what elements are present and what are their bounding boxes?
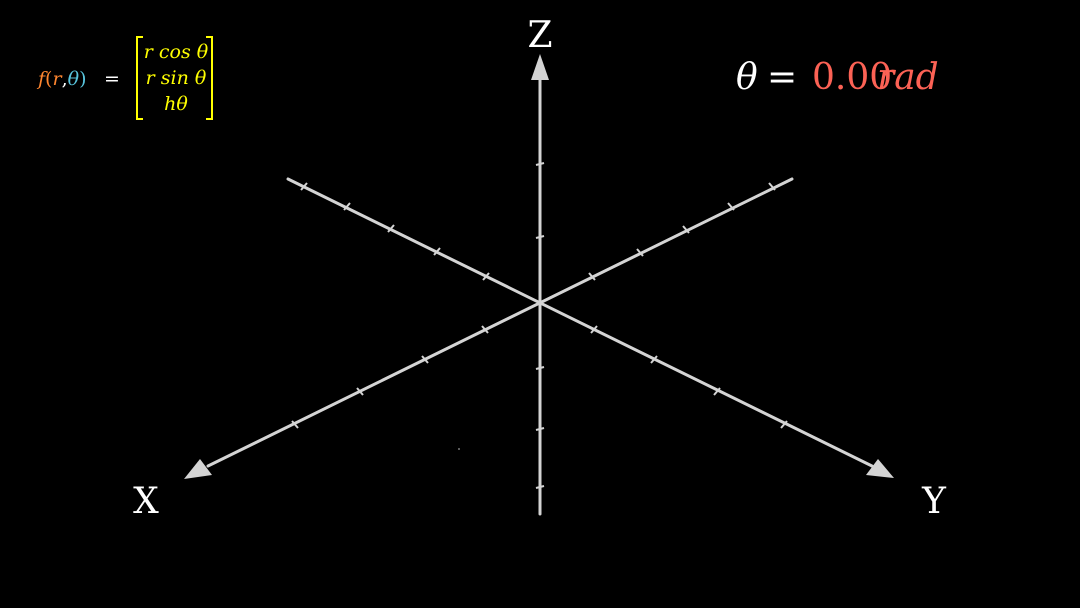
- x-axis: [184, 177, 794, 479]
- z-tick: [535, 427, 545, 431]
- matrix-left-bracket: [136, 36, 143, 120]
- x-axis-label: X: [133, 481, 159, 522]
- formula-equals: =: [104, 68, 120, 90]
- x-tick: [421, 355, 429, 364]
- z-axis: [531, 54, 549, 516]
- theta-symbol: θ: [736, 57, 758, 98]
- matrix-row-1: r cos θ: [144, 41, 209, 63]
- z-tick: [535, 162, 545, 166]
- z-axis-ticks: [535, 162, 545, 489]
- x-tick: [727, 202, 735, 211]
- y-axis: [286, 177, 894, 478]
- x-tick: [768, 182, 776, 191]
- matrix-right-bracket: [206, 36, 213, 120]
- y-tick: [343, 202, 351, 211]
- formula-arg-r: r: [52, 68, 63, 90]
- matrix-row-2: r sin θ: [146, 67, 207, 89]
- x-tick: [356, 387, 364, 396]
- y-tick: [780, 420, 788, 429]
- y-tick: [387, 224, 395, 233]
- z-tick: [535, 235, 545, 239]
- theta-value: 0.00: [812, 57, 892, 98]
- y-axis-arrowhead: [866, 459, 894, 478]
- z-tick: [535, 366, 545, 370]
- theta-equals: =: [767, 57, 797, 98]
- x-axis-line: [206, 177, 794, 468]
- stray-dot: [458, 448, 460, 450]
- y-tick: [433, 247, 441, 256]
- y-tick: [482, 272, 490, 281]
- formula-comma: ,: [62, 68, 68, 90]
- theta-unit: rad: [877, 57, 939, 98]
- x-tick: [481, 325, 489, 334]
- x-axis-ticks: [291, 182, 776, 429]
- y-axis-label: Y: [921, 481, 947, 522]
- x-tick: [636, 248, 644, 257]
- formula-arg-theta: θ: [68, 68, 80, 90]
- formula-lhs: f(r,θ): [36, 68, 86, 90]
- formula-open-paren: (: [45, 68, 52, 90]
- angle-readout: θ = 0.00 rad: [736, 57, 939, 98]
- formula-close-paren: ): [79, 68, 86, 90]
- y-axis-line: [286, 177, 874, 468]
- matrix-row-3: hθ: [164, 93, 188, 115]
- z-tick: [535, 485, 545, 489]
- y-tick: [650, 355, 658, 364]
- y-tick: [713, 387, 721, 396]
- x-axis-arrowhead: [184, 459, 212, 479]
- x-tick: [588, 272, 596, 281]
- y-tick: [590, 325, 598, 334]
- x-tick: [291, 420, 299, 429]
- z-axis-label: Z: [527, 15, 552, 56]
- parametric-formula: f(r,θ) = r cos θ r sin θ hθ: [36, 36, 213, 120]
- formula-func: f: [36, 68, 48, 90]
- y-axis-ticks: [300, 182, 788, 429]
- x-tick: [682, 225, 690, 234]
- y-tick: [300, 182, 308, 191]
- z-axis-arrowhead: [531, 54, 549, 80]
